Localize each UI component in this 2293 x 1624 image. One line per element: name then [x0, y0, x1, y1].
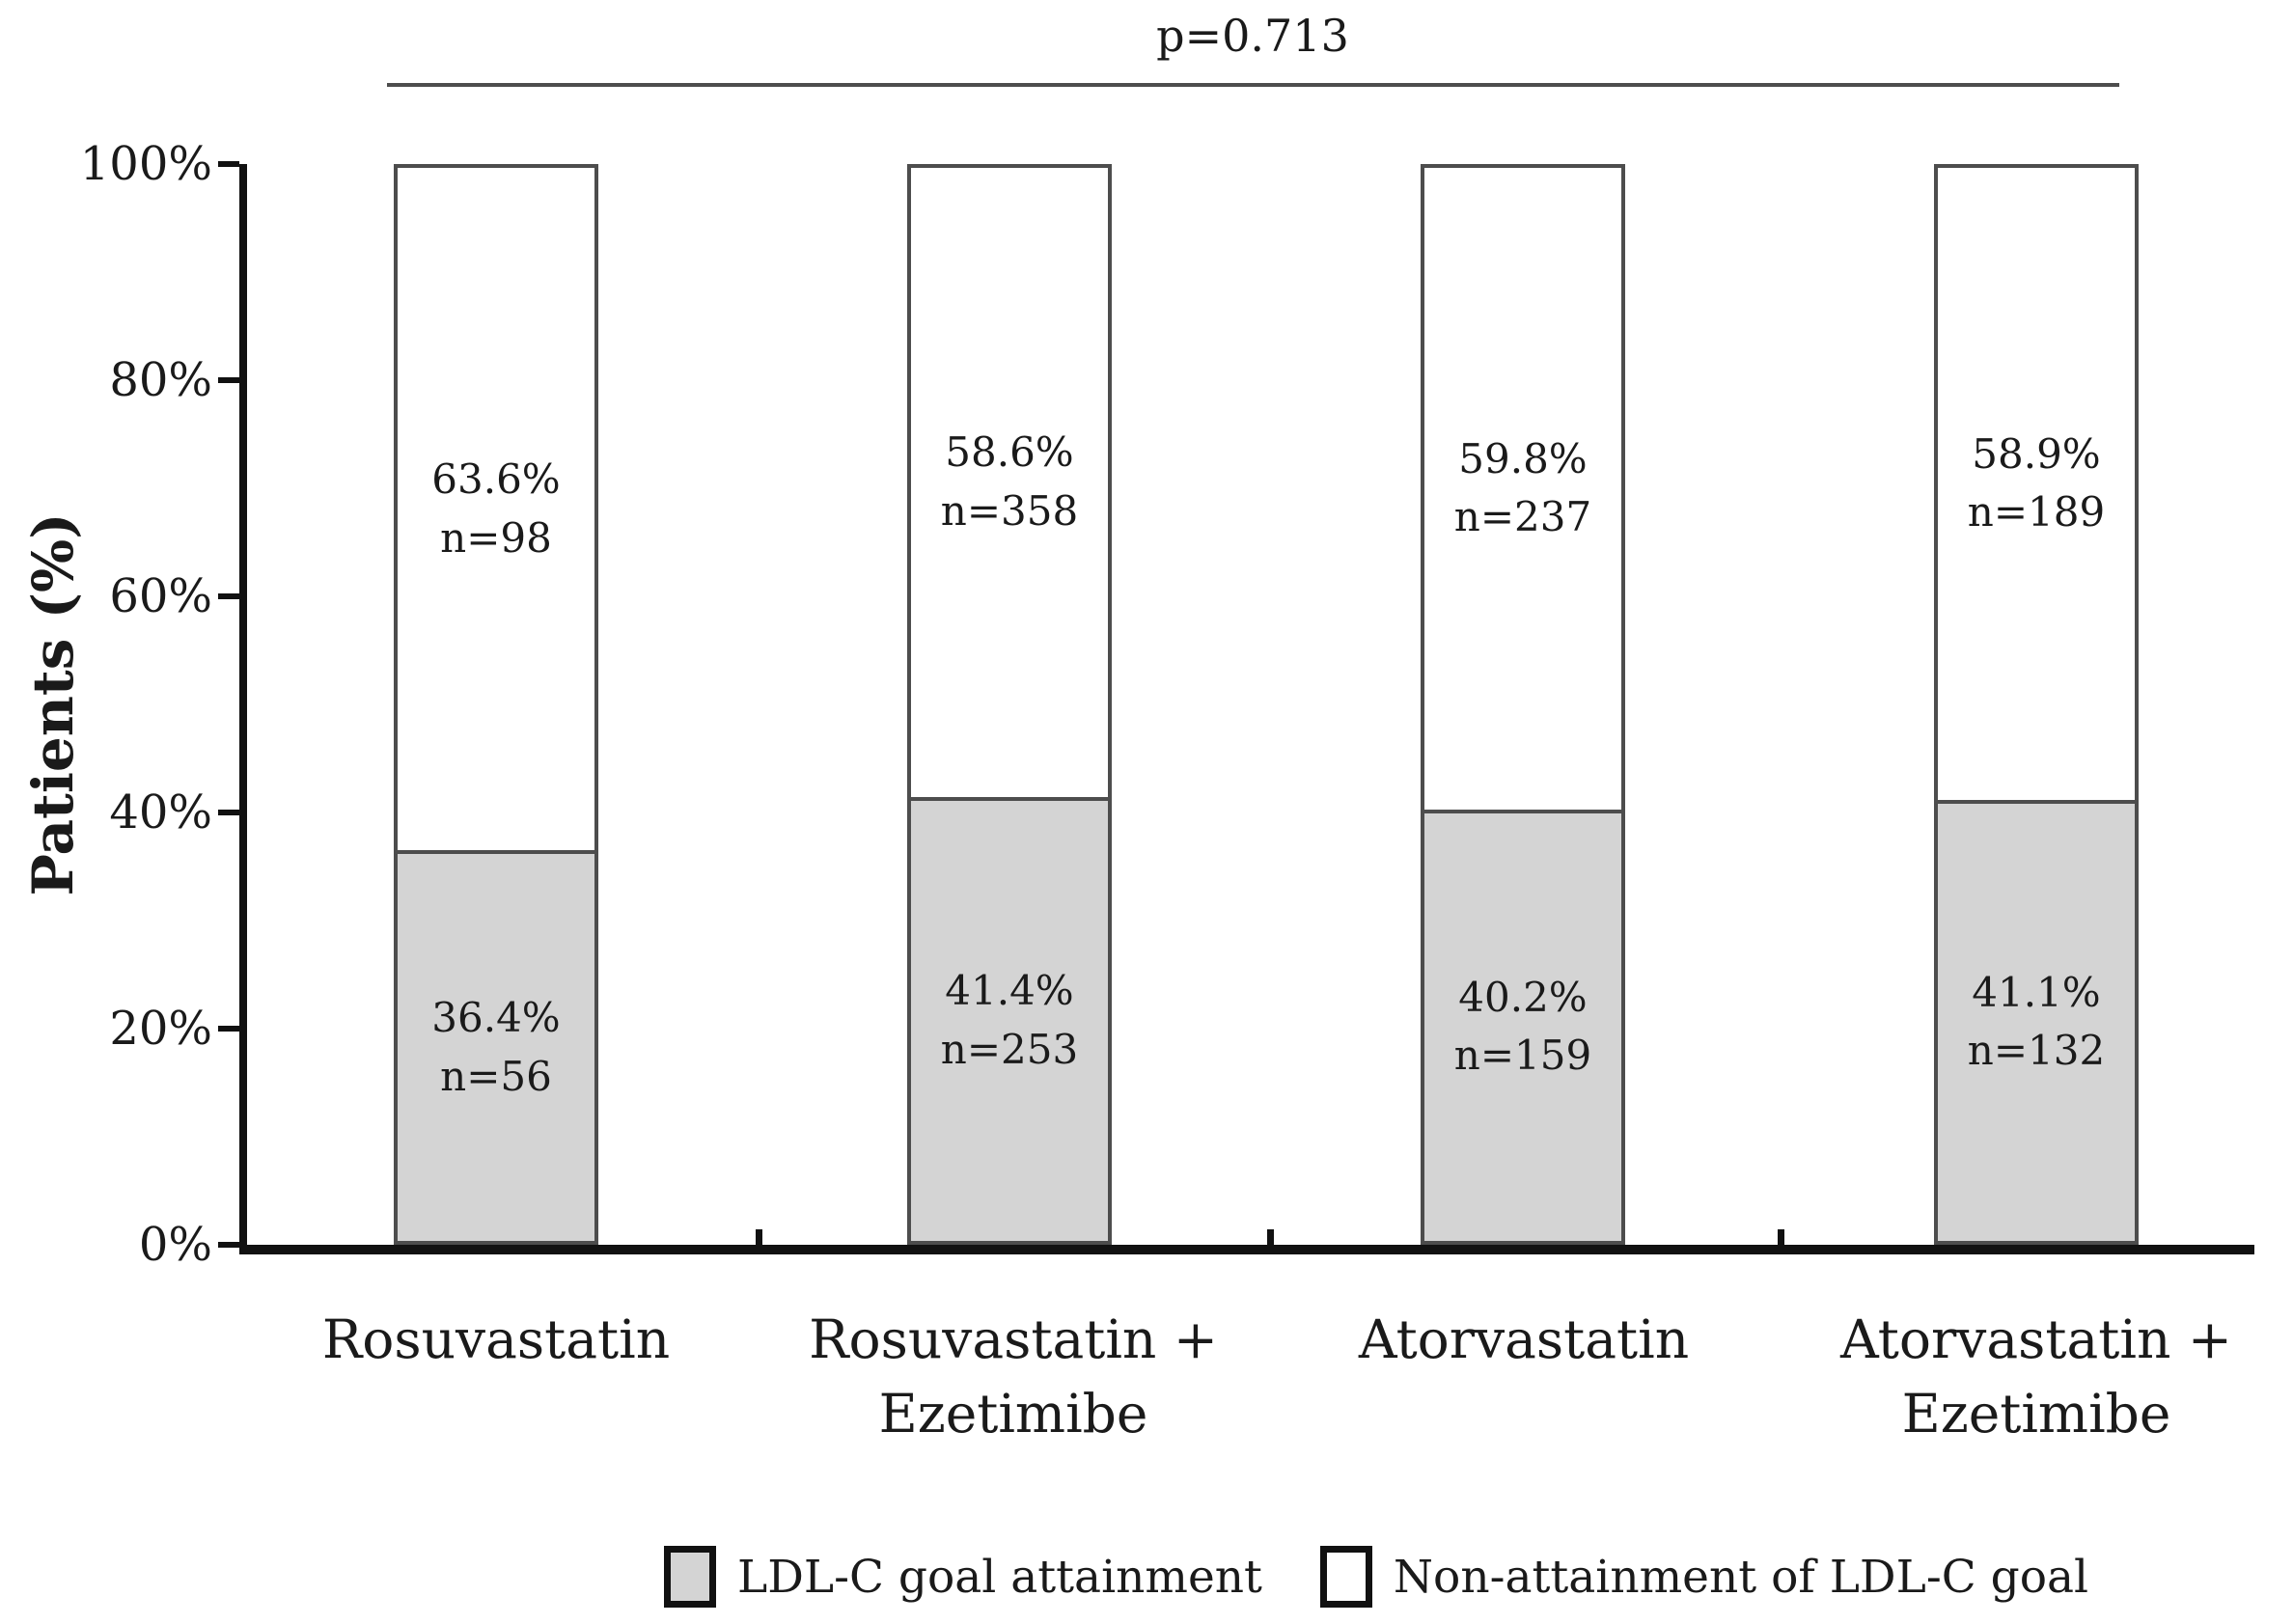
segment-n-label: n=159: [1453, 1032, 1592, 1080]
category-label-atorvastatin: Atorvastatin: [1234, 1303, 1813, 1377]
y-tick-mark: [218, 377, 239, 383]
segment-pct-label: 58.9%: [1972, 429, 2101, 478]
y-tick-mark: [218, 1026, 239, 1032]
y-tick-mark: [218, 593, 239, 599]
y-tick-label: 100%: [79, 137, 212, 191]
p-value-annotation: p=0.713: [1156, 10, 1349, 62]
x-axis-line: [239, 1245, 2254, 1254]
legend: LDL-C goal attainment Non-attainment of …: [664, 1546, 2088, 1608]
y-tick-mark: [218, 810, 239, 815]
segment-non-attainment: 59.8% n=237: [1424, 168, 1621, 810]
segment-non-attainment: 58.6% n=358: [911, 168, 1108, 797]
category-label-line: Ezetimibe: [1901, 1383, 2171, 1445]
segment-non-attainment: 63.6% n=98: [398, 168, 594, 851]
category-label-line: Rosuvastatin +: [809, 1308, 1218, 1370]
category-label-line: Atorvastatin +: [1840, 1308, 2232, 1370]
segment-pct-label: 63.6%: [431, 454, 561, 503]
y-axis-title: Patients (%): [20, 512, 86, 896]
bar-rosuvastatin: 63.6% n=98 36.4% n=56: [394, 164, 598, 1245]
y-tick-label: 80%: [109, 353, 212, 407]
segment-pct-label: 59.8%: [1458, 434, 1588, 482]
x-axis-divider-tick: [1778, 1229, 1784, 1245]
segment-pct-label: 58.6%: [945, 427, 1074, 476]
segment-n-label: n=237: [1453, 493, 1592, 541]
y-tick-mark: [218, 161, 239, 167]
legend-label: LDL-C goal attainment: [737, 1550, 1262, 1604]
legend-swatch-gray: [664, 1546, 716, 1608]
y-tick-mark: [218, 1242, 239, 1248]
segment-n-label: n=189: [1967, 488, 2106, 537]
segment-n-label: n=56: [440, 1052, 552, 1100]
segment-n-label: n=98: [440, 513, 552, 562]
y-tick-label: 60%: [109, 569, 212, 623]
segment-attainment: 40.2% n=159: [1424, 809, 1621, 1241]
category-label-line: Ezetimibe: [878, 1383, 1148, 1445]
category-label-rosuvastatin-ezetimibe: Rosuvastatin + Ezetimibe: [724, 1303, 1303, 1451]
segment-attainment: 41.1% n=132: [1938, 799, 2135, 1241]
category-label-line: Rosuvastatin: [321, 1308, 671, 1370]
bar-atorvastatin-ezetimibe: 58.9% n=189 41.1% n=132: [1934, 164, 2139, 1245]
y-tick-label: 40%: [109, 785, 212, 840]
y-axis-line: [239, 164, 247, 1254]
x-axis-divider-tick: [756, 1229, 762, 1245]
legend-label: Non-attainment of LDL-C goal: [1393, 1550, 2089, 1604]
x-axis-divider-tick: [1267, 1229, 1274, 1245]
segment-pct-label: 36.4%: [431, 993, 561, 1041]
legend-item-attainment: LDL-C goal attainment: [664, 1546, 1262, 1608]
segment-pct-label: 40.2%: [1458, 973, 1588, 1021]
segment-pct-label: 41.4%: [945, 966, 1074, 1014]
segment-n-label: n=358: [940, 486, 1079, 535]
bar-atorvastatin: 59.8% n=237 40.2% n=159: [1421, 164, 1625, 1245]
segment-pct-label: 41.1%: [1972, 968, 2101, 1016]
segment-attainment: 41.4% n=253: [911, 796, 1108, 1241]
legend-swatch-white: [1319, 1546, 1372, 1608]
significance-bracket-line: [387, 83, 2119, 87]
segment-n-label: n=132: [1967, 1027, 2106, 1075]
y-tick-label: 0%: [138, 1218, 212, 1272]
category-label-line: Atorvastatin: [1358, 1308, 1690, 1370]
segment-attainment: 36.4% n=56: [398, 850, 594, 1241]
category-label-rosuvastatin: Rosuvastatin: [207, 1303, 786, 1377]
segment-non-attainment: 58.9% n=189: [1938, 168, 2135, 800]
segment-n-label: n=253: [940, 1025, 1079, 1073]
legend-item-non-attainment: Non-attainment of LDL-C goal: [1319, 1546, 2089, 1608]
bar-rosuvastatin-ezetimibe: 58.6% n=358 41.4% n=253: [907, 164, 1112, 1245]
y-tick-label: 20%: [109, 1002, 212, 1056]
category-label-atorvastatin-ezetimibe: Atorvastatin + Ezetimibe: [1747, 1303, 2293, 1451]
